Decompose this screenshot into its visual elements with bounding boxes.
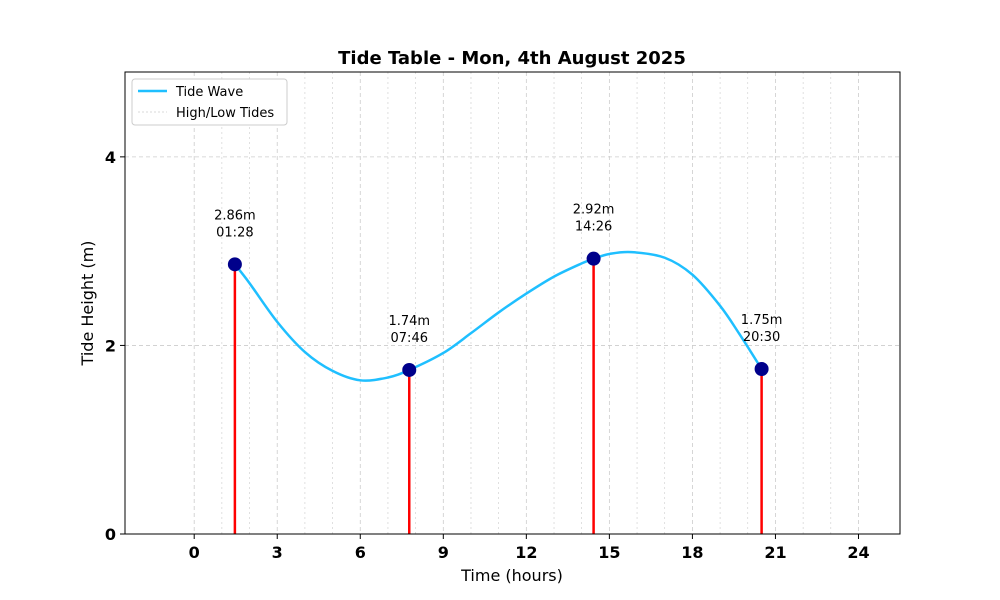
- y-axis-ticks: 0 2 4: [105, 148, 125, 544]
- legend: Tide Wave High/Low Tides: [131, 78, 288, 126]
- y-tick-label: 2: [105, 336, 116, 355]
- tide-marker: [402, 362, 417, 377]
- x-tick-label: 24: [847, 543, 869, 562]
- y-tick-label: 4: [105, 148, 116, 167]
- tide-marker: [227, 257, 242, 272]
- tide-markers: [227, 251, 769, 377]
- x-tick-label: 9: [438, 543, 449, 562]
- tide-height-label: 1.75m: [741, 313, 783, 328]
- x-tick-label: 18: [681, 543, 703, 562]
- x-tick-label: 15: [598, 543, 620, 562]
- legend-label-tide-wave: Tide Wave: [175, 85, 243, 100]
- tide-time-label: 20:30: [743, 330, 780, 345]
- x-axis-ticks: 0 3 6 9 12 15 18 21 24: [189, 534, 870, 562]
- tide-height-label: 1.74m: [388, 314, 430, 329]
- tide-wave-line: [233, 250, 763, 382]
- tide-height-label: 2.86m: [214, 208, 256, 223]
- tide-lines: [233, 258, 763, 534]
- tide-marker: [754, 362, 769, 376]
- legend-label-high-low-tides: High/Low Tides: [176, 106, 274, 121]
- tide-time-label: 01:28: [216, 225, 253, 240]
- x-tick-label: 12: [515, 543, 537, 562]
- x-tick-label: 0: [189, 543, 200, 562]
- y-tick-label: 0: [105, 525, 116, 544]
- chart-title: Tide Table - Mon, 4th August 2025: [338, 48, 686, 69]
- tide-height-label: 2.92m: [573, 203, 615, 218]
- x-axis-label: Time (hours): [460, 566, 563, 585]
- tide-marker: [586, 251, 601, 266]
- grid: [125, 72, 900, 535]
- legend-box: [131, 78, 288, 126]
- tide-time-label: 07:46: [391, 331, 428, 346]
- plot-area-frame: [124, 71, 901, 535]
- x-tick-label: 6: [355, 543, 366, 562]
- tide-labels: 2.86m 01:28 1.74m 07:46 2.92m 14:26 1.75m 20:30: [214, 203, 782, 346]
- x-tick-label: 21: [764, 543, 786, 562]
- x-tick-label: 3: [272, 543, 283, 562]
- tide-time-label: 14:26: [575, 220, 612, 235]
- y-axis-label: Tide Height (m): [78, 241, 97, 367]
